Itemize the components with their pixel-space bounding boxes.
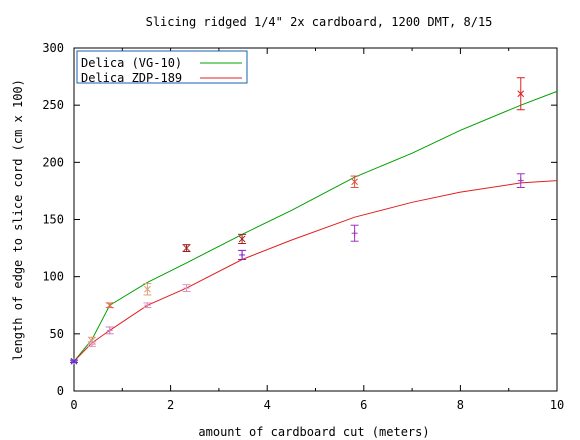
- data-point: [70, 358, 78, 365]
- legend: Delica (VG-10)Delica ZDP-189: [76, 50, 248, 85]
- x-tick-label: 8: [457, 398, 464, 412]
- data-point: [516, 77, 525, 111]
- data-point: [238, 233, 247, 245]
- y-tick-label: 200: [42, 155, 64, 169]
- y-tick-label: 250: [42, 98, 64, 112]
- marker: [238, 235, 246, 243]
- series-2: [70, 173, 558, 365]
- marker: [106, 301, 114, 309]
- y-tick-label: 50: [50, 327, 64, 341]
- data-point: [87, 341, 96, 348]
- y-axis-label: length of edge to slice cord (cm x 100): [11, 79, 25, 361]
- marker: [517, 90, 525, 98]
- y-tick-label: 0: [57, 384, 64, 398]
- legend-label: Delica (VG-10): [81, 56, 182, 70]
- marker: [183, 244, 190, 252]
- data-point: [143, 302, 152, 309]
- marker: [88, 337, 96, 345]
- x-tick-label: 6: [360, 398, 367, 412]
- series-line: [73, 90, 558, 362]
- y-tick-label: 100: [42, 270, 64, 284]
- series-1: [70, 77, 558, 365]
- x-tick-label: 2: [167, 398, 174, 412]
- chart-title: Slicing ridged 1/4" 2x cardboard, 1200 D…: [146, 15, 493, 29]
- series-line: [73, 180, 558, 362]
- data-point: [350, 175, 359, 188]
- marker: [144, 285, 151, 293]
- data-point: [182, 244, 191, 253]
- x-tick-label: 4: [264, 398, 271, 412]
- legend-label: Delica ZDP-189: [81, 71, 182, 85]
- plot-frame: [73, 47, 558, 392]
- data-point: [238, 249, 247, 261]
- x-axis-label: amount of cardboard cut (meters): [198, 425, 429, 439]
- x-tick-label: 0: [70, 398, 77, 412]
- data-point: [182, 284, 191, 293]
- y-tick-label: 150: [42, 213, 64, 227]
- data-point: [143, 283, 152, 296]
- data-point: [516, 173, 525, 188]
- marker: [351, 178, 358, 186]
- y-tick-label: 300: [42, 41, 64, 55]
- data-point: [105, 326, 114, 335]
- data-point: [105, 301, 114, 309]
- series-layer: [70, 77, 558, 365]
- data-point: [350, 224, 359, 242]
- x-tick-label: 10: [550, 398, 564, 412]
